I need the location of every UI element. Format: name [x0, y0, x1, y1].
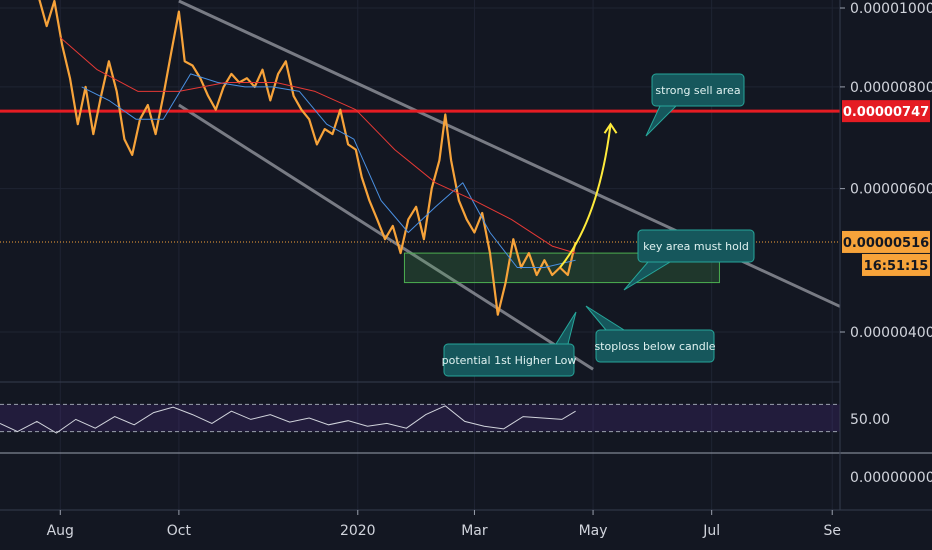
- rsi-line: [0, 405, 576, 434]
- countdown-tag: [862, 253, 930, 276]
- callout-text: key area must hold: [643, 240, 749, 253]
- callout-0: strong sell area: [645, 73, 745, 137]
- callout-box: [637, 229, 755, 263]
- x-tick-label: May: [579, 523, 608, 539]
- x-tick-label: Oct: [167, 523, 192, 539]
- callout-text: potential 1st Higher Low: [442, 354, 577, 367]
- callout-1: key area must hold: [623, 229, 755, 291]
- current-price-label: 0.00000516: [843, 236, 929, 251]
- callout-2: stoploss below candle: [585, 305, 716, 363]
- rsi-band: [0, 404, 840, 432]
- bottom-pane-tick-label: 0.00000000: [850, 470, 932, 486]
- resistance-price-label: 0.00000747: [843, 105, 929, 120]
- callout-3: potential 1st Higher Low: [442, 311, 577, 377]
- time-axis: Aug Oct 2020 Mar May Jul Se: [47, 510, 841, 539]
- series-line-0: [38, 0, 577, 316]
- callout-text: strong sell area: [655, 84, 740, 97]
- series-line-1: [81, 73, 576, 268]
- x-tick-label: Mar: [461, 523, 488, 539]
- x-tick-label: 2020: [340, 523, 376, 539]
- projection-arrowhead: [603, 122, 618, 134]
- callout-text: stoploss below candle: [594, 340, 715, 353]
- callout-box: [595, 329, 715, 363]
- rsi-tick-label: 50.00: [850, 412, 890, 428]
- price-axis: 0.00001000 0.00000800 0.00000600 0.00000400: [840, 1, 932, 341]
- x-tick-label: Jul: [702, 523, 720, 539]
- series-group: [38, 0, 577, 316]
- callout-box: [651, 73, 745, 107]
- callout-box: [443, 343, 575, 377]
- x-tick-label: Aug: [47, 523, 74, 539]
- y-tick-label: 0.00001000: [850, 1, 932, 17]
- callouts: strong sell area key area must hold stoplo…: [442, 73, 755, 377]
- x-tick-label: Se: [823, 523, 841, 539]
- y-tick-label: 0.00000600: [850, 182, 932, 198]
- y-tick-label: 0.00000800: [850, 80, 932, 96]
- projection-arrow: [559, 124, 612, 269]
- series-line-2: [59, 37, 576, 254]
- resistance-price-tag: [842, 100, 930, 123]
- y-tick-label: 0.00000400: [850, 325, 932, 341]
- current-price-tag: [842, 230, 930, 253]
- countdown-label: 16:51:15: [864, 259, 929, 274]
